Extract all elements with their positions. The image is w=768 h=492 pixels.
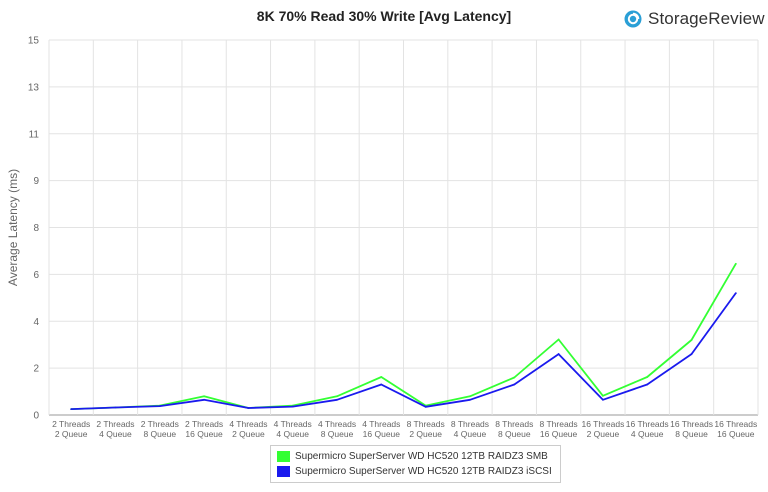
y-tick-label: 4 bbox=[33, 317, 39, 328]
data-point bbox=[646, 376, 649, 378]
data-point bbox=[602, 398, 604, 401]
data-point bbox=[557, 338, 560, 341]
data-point bbox=[336, 398, 338, 401]
legend-label-iscsi: Supermicro SuperServer WD HC520 12TB RAI… bbox=[295, 466, 552, 477]
x-tick-label: 2 Threads 2 Queue bbox=[52, 419, 90, 439]
axes: 0 2 4 6 8 9 11 13 15 2 Threads 2 Queue 2 Threads 4 Q… bbox=[6, 36, 757, 440]
y-tick-label: 13 bbox=[28, 82, 40, 93]
data-point bbox=[513, 383, 516, 386]
legend-label-smb: Supermicro SuperServer WD HC520 12TB RAI… bbox=[295, 451, 548, 462]
grid bbox=[48, 39, 759, 416]
x-tick-label: 8 Threads 4 Queue bbox=[451, 419, 489, 439]
data-point bbox=[291, 405, 294, 408]
x-tick-label: 8 Threads 8 Queue bbox=[495, 419, 533, 439]
data-point bbox=[734, 292, 737, 295]
data-point bbox=[203, 395, 205, 398]
x-tick-label: 16 Threads 16 Queue bbox=[714, 419, 757, 439]
data-point bbox=[469, 398, 471, 401]
x-tick-label: 2 Threads 4 Queue bbox=[96, 419, 134, 439]
x-tick-label: 2 Threads 16 Queue bbox=[185, 419, 223, 439]
data-point bbox=[734, 262, 737, 265]
series-line-0 bbox=[71, 263, 737, 410]
y-tick-label: 6 bbox=[33, 270, 39, 281]
brand-name: StorageReview bbox=[648, 9, 765, 28]
y-tick-label: 2 bbox=[33, 364, 39, 375]
y-tick-label: 9 bbox=[33, 176, 39, 187]
y-tick-label: 15 bbox=[28, 36, 40, 47]
data-point bbox=[380, 383, 383, 386]
x-tick-label: 16 Threads 8 Queue bbox=[670, 419, 713, 439]
legend-item-iscsi[interactable]: Supermicro SuperServer WD HC520 12TB RAI… bbox=[277, 464, 552, 479]
x-tick-label: 4 Threads 16 Queue bbox=[362, 419, 400, 439]
y-tick-label: 8 bbox=[33, 223, 39, 234]
brand-logo: StorageReview bbox=[624, 9, 765, 29]
data-point bbox=[469, 395, 471, 398]
legend-swatch-smb bbox=[277, 451, 290, 462]
series-lines bbox=[70, 262, 737, 411]
data-point bbox=[690, 353, 693, 355]
x-tick-label: 16 Threads 2 Queue bbox=[581, 419, 624, 439]
data-point bbox=[336, 395, 338, 398]
data-point bbox=[513, 376, 516, 379]
data-point bbox=[158, 405, 161, 407]
data-point bbox=[114, 406, 117, 409]
data-point bbox=[247, 407, 250, 409]
data-point bbox=[203, 398, 205, 401]
x-tick-label: 8 Threads 2 Queue bbox=[407, 419, 445, 439]
series-line-1 bbox=[71, 292, 737, 410]
x-tick-label: 16 Threads 4 Queue bbox=[626, 419, 669, 439]
y-axis-label: Average Latency (ms) bbox=[6, 169, 20, 286]
x-tick-label: 2 Threads 8 Queue bbox=[141, 419, 179, 439]
x-tick-label: 4 Threads 8 Queue bbox=[318, 419, 356, 439]
data-point bbox=[557, 353, 560, 355]
data-point bbox=[380, 376, 383, 378]
legend-swatch-iscsi bbox=[277, 466, 290, 477]
data-point bbox=[602, 394, 604, 397]
storagereview-logo-icon bbox=[624, 10, 642, 28]
chart-title: 8K 70% Read 30% Write [Avg Latency] bbox=[256, 8, 512, 24]
legend-item-smb[interactable]: Supermicro SuperServer WD HC520 12TB RAI… bbox=[277, 449, 552, 464]
legend: Supermicro SuperServer WD HC520 12TB RAI… bbox=[270, 445, 561, 483]
data-point bbox=[70, 408, 73, 411]
data-point bbox=[424, 405, 427, 408]
data-point bbox=[646, 383, 649, 386]
x-tick-label: 8 Threads 16 Queue bbox=[540, 419, 578, 439]
y-tick-label: 11 bbox=[29, 129, 40, 140]
y-tick-label: 0 bbox=[33, 411, 39, 422]
x-tick-label: 4 Threads 4 Queue bbox=[274, 419, 312, 439]
x-tick-label: 4 Threads 2 Queue bbox=[229, 419, 267, 439]
data-point bbox=[690, 339, 693, 341]
